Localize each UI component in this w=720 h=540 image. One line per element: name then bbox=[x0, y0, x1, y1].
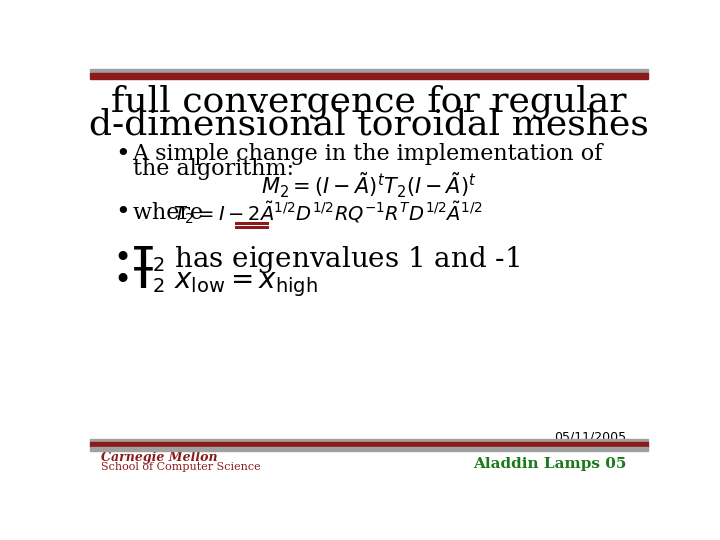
Text: d-dimensional toroidal meshes: d-dimensional toroidal meshes bbox=[89, 108, 649, 142]
Bar bbox=[90, 70, 648, 72]
Bar bbox=[90, 442, 648, 448]
Text: Carnegie Mellon: Carnegie Mellon bbox=[101, 451, 217, 464]
Text: $\mathbf{T}_2$ has eigenvalues 1 and -1: $\mathbf{T}_2$ has eigenvalues 1 and -1 bbox=[132, 244, 520, 275]
Text: $M_2 = (I - \tilde{A})^t T_2(I - \tilde{A})^t$: $M_2 = (I - \tilde{A})^t T_2(I - \tilde{… bbox=[261, 171, 477, 200]
Text: 05/11/2005: 05/11/2005 bbox=[554, 430, 626, 443]
Text: $T_2 = I - 2\tilde{A}^{1/2}D^{1/2}RQ^{-1}R^T D^{1/2}\tilde{A}^{1/2}$: $T_2 = I - 2\tilde{A}^{1/2}D^{1/2}RQ^{-1… bbox=[173, 199, 482, 226]
Bar bbox=[90, 439, 648, 442]
Text: School of Computer Science: School of Computer Science bbox=[101, 462, 261, 472]
Text: $\mathbf{T}_2\ x_{\mathrm{low}} = x_{\mathrm{high}}$: $\mathbf{T}_2\ x_{\mathrm{low}} = x_{\ma… bbox=[132, 265, 318, 299]
Bar bbox=[90, 72, 648, 79]
Text: Aladdin Lamps 05: Aladdin Lamps 05 bbox=[473, 457, 626, 471]
Bar bbox=[90, 448, 648, 450]
Text: •: • bbox=[114, 266, 132, 298]
Text: the algorithm:: the algorithm: bbox=[132, 158, 294, 180]
Text: full convergence for regular: full convergence for regular bbox=[112, 84, 626, 119]
Text: A simple change in the implementation of: A simple change in the implementation of bbox=[132, 143, 603, 165]
Text: •: • bbox=[114, 244, 132, 275]
Text: •: • bbox=[115, 143, 130, 166]
Text: where: where bbox=[132, 201, 210, 224]
Text: •: • bbox=[115, 201, 130, 224]
